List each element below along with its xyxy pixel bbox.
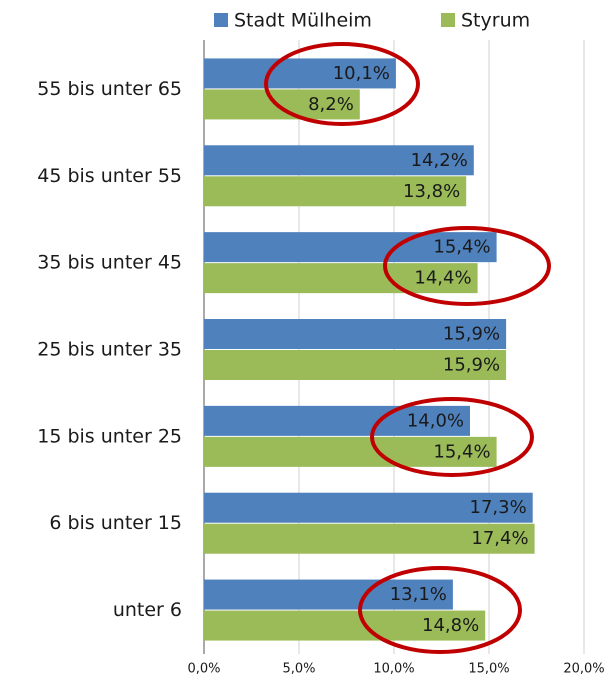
y-tick-label: 25 bis unter 35 — [37, 339, 182, 361]
annotations — [264, 42, 551, 654]
legend-label: Stadt Mülheim — [234, 10, 372, 32]
data-label: 17,3% — [470, 497, 527, 518]
bar — [204, 263, 478, 294]
data-label: 10,1% — [333, 63, 390, 84]
x-tick-label: 20,0% — [563, 662, 604, 677]
highlight-ellipse — [383, 226, 551, 306]
bar — [204, 232, 497, 263]
y-tick-label: 45 bis unter 55 — [37, 165, 182, 187]
bar — [204, 319, 507, 349]
bar — [204, 436, 497, 467]
bar — [204, 579, 453, 610]
bar — [204, 523, 535, 554]
y-tick-label: 55 bis unter 65 — [37, 78, 182, 100]
x-tick-label: 10,0% — [373, 662, 414, 677]
data-label: 15,4% — [433, 441, 490, 462]
data-label: 14,0% — [407, 410, 464, 431]
bar — [204, 176, 467, 207]
bar — [204, 350, 507, 380]
y-tick-label: 15 bis unter 25 — [37, 425, 182, 447]
data-label: 13,1% — [390, 584, 447, 605]
data-label: 8,2% — [308, 94, 354, 115]
bar — [204, 89, 360, 120]
y-tick-label: unter 6 — [113, 599, 182, 621]
data-label: 14,4% — [414, 268, 471, 289]
x-tick-label: 0,0% — [187, 662, 220, 677]
highlight-ellipse — [370, 397, 534, 477]
data-label: 17,4% — [471, 528, 528, 549]
y-tick-label: 6 bis unter 15 — [49, 512, 182, 534]
bar — [204, 405, 470, 436]
data-label: 15,4% — [433, 237, 490, 258]
bar — [204, 610, 486, 641]
data-label: 15,9% — [443, 324, 500, 345]
legend-swatch — [441, 13, 455, 27]
legend-label: Styrum — [461, 10, 530, 32]
bar — [204, 58, 396, 89]
highlight-ellipse — [264, 42, 420, 126]
highlight-ellipse — [358, 566, 522, 654]
x-tick-label: 15,0% — [468, 662, 509, 677]
data-label: 15,9% — [443, 355, 500, 376]
data-label: 14,8% — [422, 615, 479, 636]
x-tick-label: 5,0% — [282, 662, 315, 677]
bar — [204, 492, 533, 523]
data-label: 13,8% — [403, 181, 460, 202]
data-label: 14,2% — [411, 150, 468, 171]
legend-swatch — [214, 13, 228, 27]
bar — [204, 145, 474, 176]
y-tick-label: 35 bis unter 45 — [37, 252, 182, 274]
